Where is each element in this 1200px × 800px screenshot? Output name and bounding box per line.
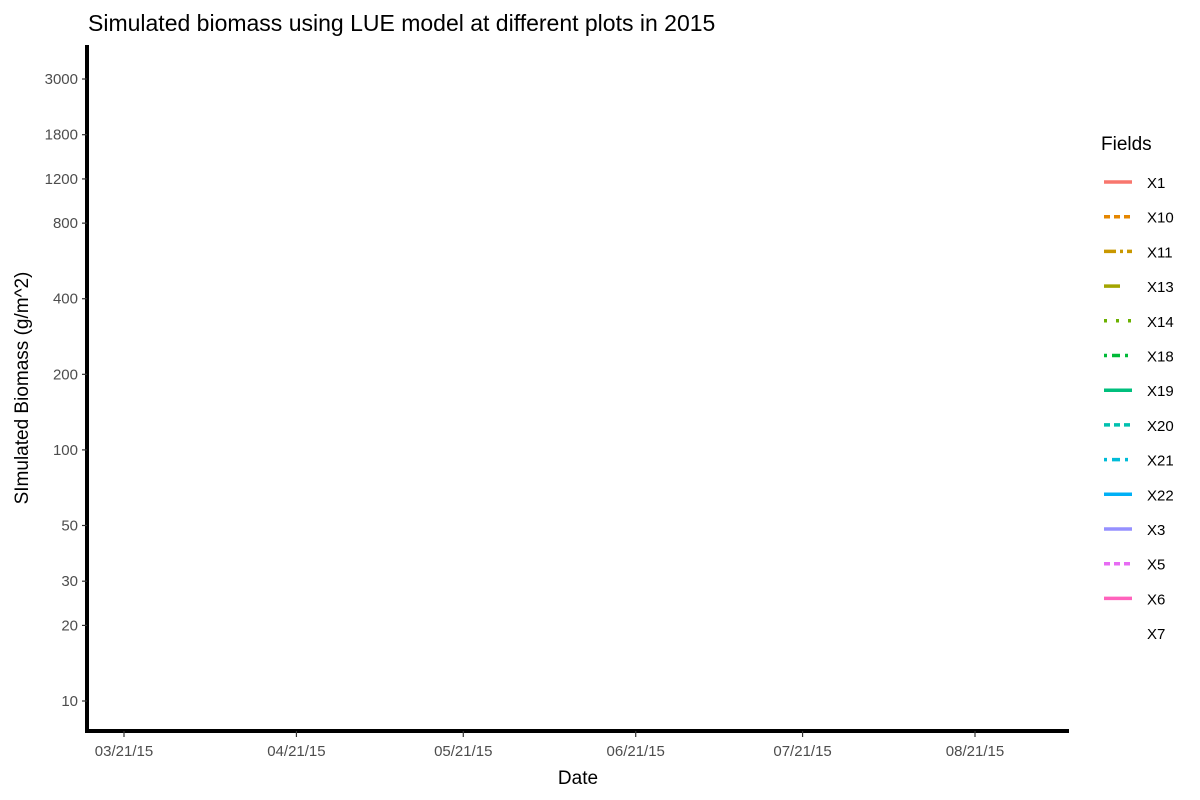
legend-label-X5: X5 — [1147, 557, 1165, 574]
legend-label-X1: X1 — [1147, 175, 1165, 192]
legend-title: Fields — [1101, 134, 1152, 155]
legend-label-X11: X11 — [1147, 244, 1173, 261]
legend-label-X3: X3 — [1147, 522, 1165, 539]
legend-label-X14: X14 — [1147, 314, 1174, 331]
legend-label-X18: X18 — [1147, 349, 1174, 366]
y-tick-label: 100 — [53, 442, 78, 459]
x-tick-label: 07/21/15 — [773, 743, 831, 760]
y-tick-label: 3000 — [45, 71, 78, 88]
x-axis-ticks: 03/21/15 04/21/15 05/21/15 06/21/15 07/21/15… — [95, 731, 1004, 760]
y-tick-label: 10 — [61, 693, 78, 710]
y-tick-label: 20 — [61, 617, 78, 634]
x-tick-label: 05/21/15 — [434, 743, 492, 760]
y-tick-label: 200 — [53, 366, 78, 383]
y-tick-label: 800 — [53, 215, 78, 232]
y-tick-label: 50 — [61, 517, 78, 534]
x-tick-label: 03/21/15 — [95, 743, 153, 760]
legend-label-X22: X22 — [1147, 487, 1174, 504]
y-axis-title: SImulated Biomass (g/m^2) — [12, 272, 33, 505]
legend-label-X13: X13 — [1147, 279, 1174, 296]
legend-label-X20: X20 — [1147, 418, 1174, 435]
y-axis-ticks: 10 20 30 50 100 200 400 800 1200 1800 3000 — [45, 71, 87, 710]
legend-label-X7: X7 — [1147, 626, 1165, 643]
x-tick-label: 08/21/15 — [946, 743, 1004, 760]
y-tick-label: 1800 — [45, 127, 78, 144]
y-tick-label: 30 — [61, 573, 78, 590]
legend-label-X19: X19 — [1147, 383, 1174, 400]
y-tick-label: 400 — [53, 291, 78, 308]
x-tick-label: 04/21/15 — [267, 743, 325, 760]
legend-label-X21: X21 — [1147, 453, 1174, 470]
chart-title: Simulated biomass using LUE model at dif… — [88, 10, 715, 36]
legend: Fields X1 X10 X11 X13 X14 X18 X19 X20 X21 X22 X3 X5… — [1101, 134, 1174, 643]
legend-label-X10: X10 — [1147, 210, 1174, 227]
legend-label-X6: X6 — [1147, 591, 1165, 608]
x-tick-label: 06/21/15 — [607, 743, 665, 760]
y-tick-label: 1200 — [45, 171, 78, 188]
x-axis-title: Date — [558, 768, 598, 789]
